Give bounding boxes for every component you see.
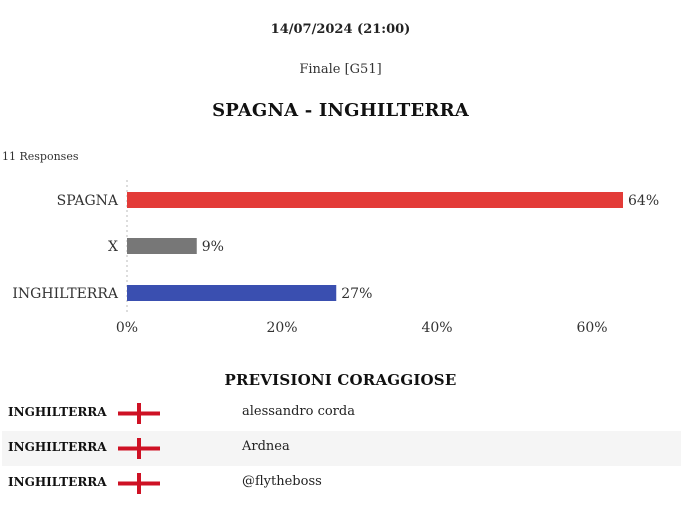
prediction-team: INGHILTERRA [8, 475, 107, 489]
bar-spagna [127, 192, 623, 208]
prediction-user: Ardnea [242, 439, 290, 454]
prediction-user: @flytheboss [242, 474, 322, 489]
category-label: INGHILTERRA [12, 286, 118, 302]
england-flag-icon [118, 403, 160, 424]
match-title: SPAGNA - INGHILTERRA [212, 100, 469, 121]
x-tick-label: 20% [266, 320, 297, 336]
value-label: 9% [202, 239, 224, 255]
value-label: 64% [628, 193, 659, 209]
england-flag-icon [118, 438, 160, 459]
bar-inghilterra [127, 285, 337, 301]
prediction-team: INGHILTERRA [8, 440, 107, 454]
prediction-row: INGHILTERRA alessandro corda [2, 396, 681, 431]
prediction-team: INGHILTERRA [8, 405, 107, 419]
predictions-list: INGHILTERRA alessandro corda INGHILTERRA… [2, 396, 681, 501]
category-label: SPAGNA [57, 193, 119, 209]
value-label: 27% [341, 286, 372, 302]
x-tick-label: 60% [576, 320, 607, 336]
prediction-user: alessandro corda [242, 404, 355, 419]
match-date: 14/07/2024 (21:00) [270, 22, 411, 37]
responses-count: 11 Responses [2, 150, 79, 163]
x-tick-label: 40% [421, 320, 452, 336]
match-stage: Finale [G51] [299, 62, 382, 77]
england-flag-icon [118, 473, 160, 494]
bar-x [127, 238, 197, 254]
prediction-row: INGHILTERRA @flytheboss [2, 466, 681, 501]
predictions-title: PREVISIONI CORAGGIOSE [224, 371, 457, 389]
category-label: X [108, 239, 118, 255]
x-tick-label: 0% [116, 320, 138, 336]
poll-bar-chart: SPAGNA 64% X 9% INGHILTERRA 27% 0% 20% 40% 60% [12, 180, 659, 336]
prediction-row: INGHILTERRA Ardnea [2, 431, 681, 466]
